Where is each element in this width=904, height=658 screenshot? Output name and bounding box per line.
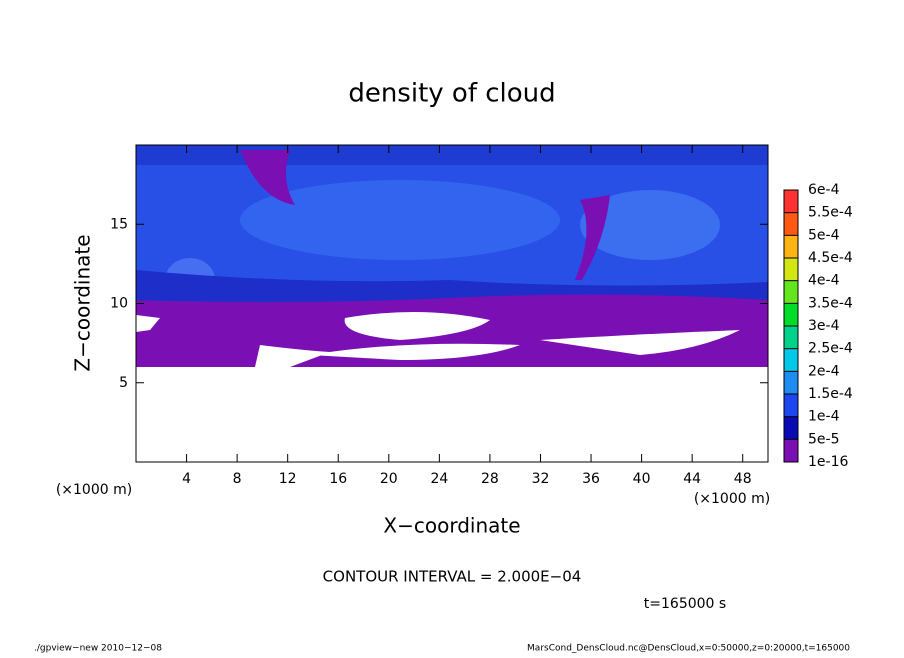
x-unit: (×1000 m) [56,482,132,498]
x-tick-label: 40 [633,471,651,487]
annotation: CONTOUR INTERVAL = 2.000E−04 [323,568,582,586]
colorbar-segment [784,371,798,394]
colorbar-label: 4.5e-4 [808,250,853,266]
field-empty [136,367,768,462]
field-light [240,180,560,260]
colorbar-segment [784,303,798,326]
colorbar-label: 5e-5 [808,431,839,447]
x-tick-label: 4 [182,471,191,487]
colorbar-segment [784,280,798,304]
colorbar-segment [784,394,798,417]
field-purple [575,195,610,280]
footer: MarsCond_DensCloud.nc@DensCloud,x=0:5000… [527,644,850,654]
field-dark [136,145,768,165]
field-empty [344,311,490,340]
x-unit: (×1000 m) [694,491,770,507]
colorbar-label: 5.5e-4 [808,205,853,221]
colorbar-label: 5e-4 [808,227,840,243]
colorbar-label: 2.5e-4 [808,341,853,357]
colorbar-segment [784,348,798,372]
colorbar-label: 3.5e-4 [808,295,853,311]
x-tick-label: 44 [683,471,701,487]
colorbar-segment [784,258,798,281]
colorbar-segment [784,235,798,258]
colorbar-segment [784,190,798,213]
field-light [580,190,720,260]
y-axis-label: Z−coordinate [71,234,95,371]
y-tick-label: 15 [110,216,128,232]
time-label: t=165000 s [644,596,726,612]
x-tick-label: 16 [329,471,347,487]
x-tick-label: 28 [481,471,499,487]
x-tick-label: 48 [734,471,752,487]
field [136,145,768,462]
colorbar-label: 6e-4 [808,182,840,198]
x-tick-label: 36 [582,471,600,487]
colorbar-label: 4e-4 [808,273,840,289]
colorbar-segment [784,326,798,349]
x-tick-label: 32 [532,471,550,487]
colorbar-label: 1e-4 [808,409,840,425]
colorbar-label: 3e-4 [808,318,840,334]
x-tick-label: 8 [233,471,242,487]
colorbar-label: 1e-16 [808,454,848,470]
field-empty [136,315,160,332]
chart-title: density of cloud [348,79,555,109]
colorbar-segment [784,416,798,440]
field-empty [540,330,740,355]
footer: ./gpview−new 2010−12−08 [34,644,162,654]
x-tick-label: 12 [279,471,297,487]
colorbar-segment [784,212,798,236]
field-empty [255,345,330,367]
field-empty [310,343,520,360]
colorbar-label: 2e-4 [808,363,840,379]
y-tick-label: 5 [119,375,128,391]
y-tick-label: 10 [110,296,128,312]
x-tick-label: 20 [380,471,398,487]
x-tick-label: 24 [430,471,448,487]
colorbar-label: 1.5e-4 [808,386,853,402]
x-axis-label: X−coordinate [383,514,520,538]
colorbar-segment [784,439,798,462]
field-purple [240,150,295,205]
